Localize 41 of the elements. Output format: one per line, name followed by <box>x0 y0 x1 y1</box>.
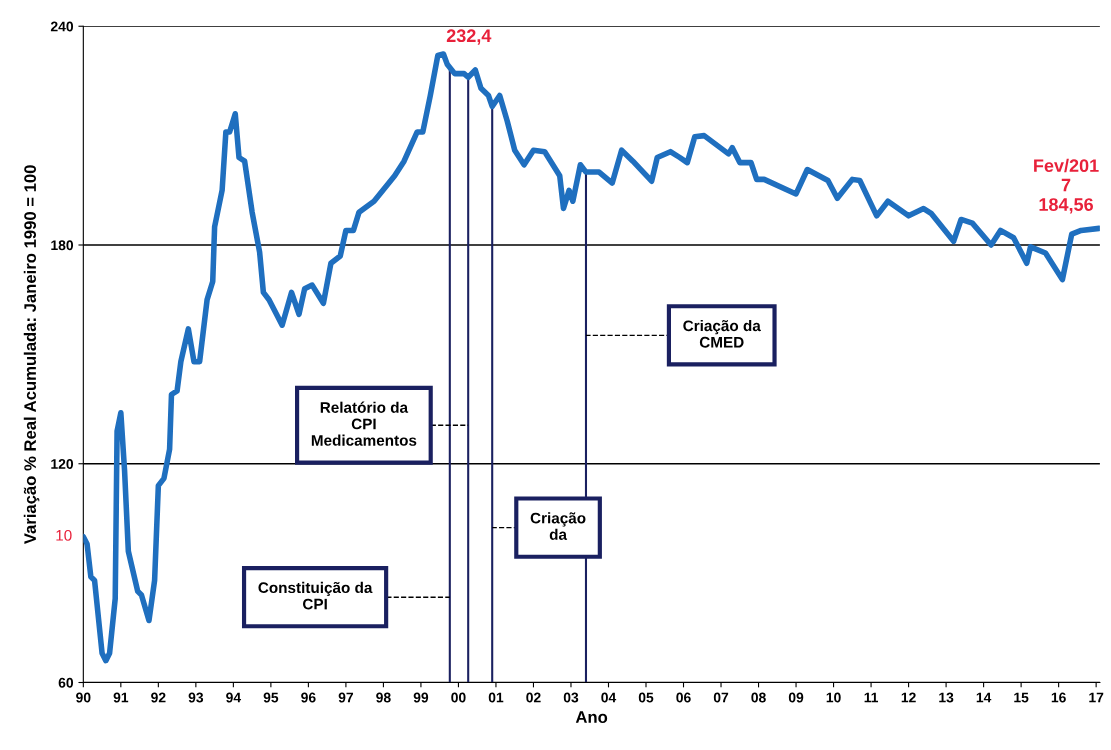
x-tick-label: 06 <box>676 692 691 703</box>
x-tick-label: 10 <box>826 692 841 703</box>
x-tick-label: 16 <box>1051 692 1066 703</box>
annotation: 10 <box>56 529 72 541</box>
y-tick-label: 120 <box>51 459 74 469</box>
x-tick-label: 94 <box>226 692 242 703</box>
ref-line-label: Criação da <box>530 512 586 540</box>
ref-line-label: Relatório da CPI Medicamentos <box>311 401 417 446</box>
x-tick-label: 90 <box>76 692 91 703</box>
annotation: 232,4 <box>446 29 492 45</box>
x-tick-label: 11 <box>864 692 879 703</box>
x-tick-label: 03 <box>563 692 579 703</box>
x-tick-label: 17 <box>1089 692 1104 703</box>
x-tick-label: 08 <box>751 692 766 703</box>
x-tick-label: 04 <box>601 692 617 703</box>
x-tick-label: 15 <box>1014 692 1029 703</box>
x-tick-label: 13 <box>939 692 954 703</box>
x-tick-label: 12 <box>901 692 916 703</box>
x-tick-label: 97 <box>338 692 354 703</box>
x-tick-label: 91 <box>113 692 129 703</box>
x-tick-label: 99 <box>413 692 429 703</box>
y-tick-label: 60 <box>58 677 74 688</box>
x-tick-label: 02 <box>526 692 541 703</box>
y-axis-title: Variação % Real Acumulada: Janeiro 1990 = 100 <box>23 165 40 545</box>
x-tick-label: 09 <box>788 692 804 703</box>
ref-line-label: Constituição da CPI <box>258 581 373 610</box>
x-tick-label: 95 <box>263 692 279 703</box>
x-tick-label: 93 <box>188 692 204 703</box>
x-tick-label: 07 <box>713 692 729 703</box>
x-tick-label: 14 <box>976 692 992 703</box>
y-tick-label: 240 <box>50 21 74 32</box>
ref-line-label: Criação da CMED <box>683 319 761 348</box>
x-tick-label: 05 <box>638 692 654 703</box>
y-tick-label: 180 <box>51 240 74 251</box>
annotation: Fev/201 7 184,56 <box>1034 158 1099 214</box>
x-tick-label: 01 <box>488 692 504 703</box>
x-tick-label: 96 <box>301 692 316 703</box>
x-tick-label: 98 <box>376 692 391 703</box>
x-axis-title: Ano <box>575 711 608 723</box>
x-tick-label: 92 <box>151 692 166 703</box>
x-tick-label: 00 <box>451 692 466 703</box>
